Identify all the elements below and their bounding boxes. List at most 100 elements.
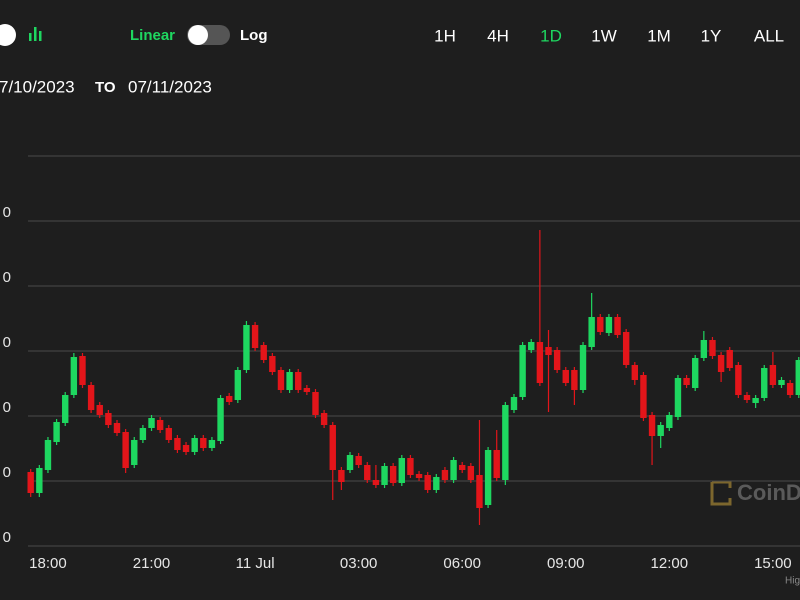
candle-body (269, 356, 276, 372)
candle-body (536, 342, 544, 383)
y-tick-label: 0 (3, 529, 11, 546)
scale-toggle-knob (188, 25, 208, 45)
y-tick-label: 0 (3, 399, 11, 416)
range-button[interactable]: ALL (754, 26, 784, 45)
candle-body (683, 378, 690, 385)
candle-body (441, 470, 449, 480)
candle-body (735, 365, 742, 395)
candle-body (36, 468, 43, 493)
range-button[interactable]: 1D (540, 26, 562, 45)
chart-type-toggle[interactable] (0, 24, 16, 46)
candle-icon[interactable] (29, 27, 42, 41)
y-tick-label: 0 (3, 269, 11, 286)
y-tick-label: 0 (3, 464, 11, 481)
range-button[interactable]: 4H (487, 26, 509, 45)
watermark-text: CoinD (737, 480, 800, 505)
candle-body (338, 470, 345, 482)
range-button[interactable]: 1H (434, 26, 456, 45)
candle-body (355, 456, 362, 465)
candle-body (139, 428, 147, 440)
candle-body (131, 440, 138, 465)
candle-body (648, 415, 656, 436)
candle-body (743, 395, 751, 400)
candle-body (277, 370, 285, 390)
candle-body (148, 418, 155, 428)
candle-body (182, 445, 190, 452)
candle-body (510, 397, 518, 410)
candle-body (571, 370, 578, 390)
candle-body (692, 358, 699, 388)
candle-body (622, 332, 630, 365)
candle-body (364, 465, 371, 480)
candle-body (545, 347, 552, 355)
date-to-label: TO (95, 79, 116, 96)
x-tick-label: 09:00 (547, 555, 585, 572)
candle-body (433, 477, 440, 490)
candle-body (113, 423, 121, 433)
candle-body (208, 440, 216, 448)
date-to[interactable]: 07/11/2023 (128, 77, 212, 96)
candle-body (105, 413, 112, 425)
footer-credit[interactable]: Hig (785, 576, 800, 587)
candle-body (459, 465, 466, 470)
candle-body (528, 342, 535, 350)
candle-body (657, 425, 664, 436)
candle-body (450, 460, 457, 480)
candle-body (96, 405, 103, 415)
candle-body (191, 438, 198, 452)
candle-body (407, 458, 414, 475)
candle-body (502, 405, 509, 480)
x-tick-label: 03:00 (340, 555, 378, 572)
candle-body (605, 317, 613, 333)
candle-body (579, 345, 587, 390)
watermark: CoinD (710, 480, 800, 506)
x-tick-label: 15:00 (754, 555, 792, 572)
candle-body (588, 317, 595, 347)
range-button[interactable]: 1W (591, 26, 617, 45)
range-button[interactable]: 1M (647, 26, 671, 45)
candle-body (666, 415, 673, 428)
candle-body (674, 378, 682, 417)
candle-body (372, 480, 380, 485)
candle-body (320, 413, 328, 425)
candle-body (303, 388, 311, 392)
date-from[interactable]: 7/10/2023 (0, 77, 75, 96)
candle-body (260, 345, 267, 360)
candle-body (778, 380, 785, 385)
candle-body (225, 396, 233, 402)
candle-body (165, 428, 172, 440)
candle-body (27, 472, 34, 493)
candle-body (174, 438, 181, 450)
range-button[interactable]: 1Y (701, 26, 722, 45)
candle-body (597, 317, 604, 332)
x-tick-label: 21:00 (133, 555, 171, 572)
candle-body (795, 360, 800, 395)
candle-body (717, 355, 725, 372)
candle-body (424, 475, 431, 490)
candle-body (752, 398, 759, 403)
candle-body (329, 425, 336, 470)
x-tick-label: 11 Jul (236, 555, 275, 572)
candle-body (389, 466, 397, 483)
candle-body (398, 458, 405, 483)
candle-body (79, 356, 86, 385)
y-tick-label: 0 (3, 204, 11, 221)
log-option[interactable]: Log (240, 27, 268, 44)
candle-body (312, 392, 319, 415)
candle-body (476, 475, 483, 508)
candle-body (553, 350, 561, 370)
candle-body (346, 455, 354, 470)
x-tick-label: 12:00 (651, 555, 689, 572)
y-tick-label: 0 (3, 334, 11, 351)
candle-body (467, 466, 475, 480)
candle-body (519, 345, 526, 397)
candle-body (709, 340, 716, 356)
linear-option[interactable]: Linear (130, 27, 175, 44)
candle-body (631, 365, 638, 380)
x-tick-label: 06:00 (443, 555, 481, 572)
candle-body (381, 466, 388, 485)
candle-body (251, 325, 259, 348)
candle-body (200, 438, 207, 448)
candle-body (44, 440, 52, 470)
